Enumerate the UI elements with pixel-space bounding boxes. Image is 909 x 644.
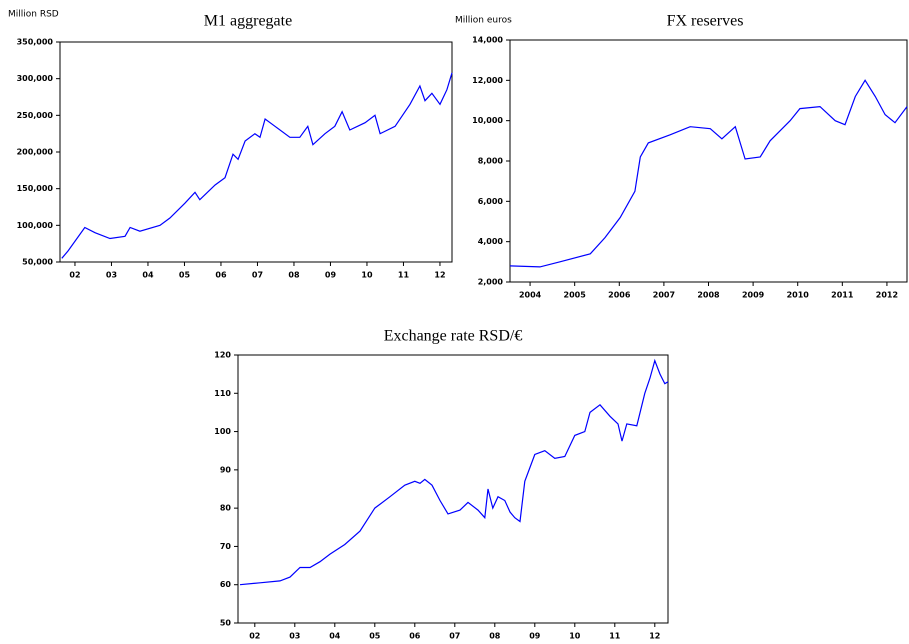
x-tick-label: 11 <box>398 271 410 280</box>
x-tick-label: 06 <box>409 632 421 641</box>
y-tick-label: 10,000 <box>472 116 503 125</box>
x-tick-label: 08 <box>489 632 501 641</box>
y-tick-label: 14,000 <box>472 36 503 45</box>
x-tick-label: 2009 <box>742 291 765 300</box>
plot-frame <box>237 354 669 624</box>
x-tick-label: 11 <box>609 632 621 641</box>
x-tick-label: 07 <box>449 632 460 641</box>
y-tick-label: 120 <box>214 351 231 360</box>
y-tick-label: 6,000 <box>478 197 504 206</box>
y-tick-label: 70 <box>220 542 232 551</box>
y-tick-label: 50 <box>220 619 232 628</box>
y-tick-label: 250,000 <box>17 111 54 120</box>
x-tick-label: 04 <box>142 271 154 280</box>
x-tick-label: 08 <box>288 271 300 280</box>
y-tick-label: 100,000 <box>17 221 54 230</box>
y-tick-label: 110 <box>214 389 231 398</box>
x-tick-label: 06 <box>215 271 227 280</box>
x-tick-label: 10 <box>361 271 373 280</box>
x-tick-label: 03 <box>106 271 117 280</box>
x-tick-label: 02 <box>249 632 260 641</box>
x-tick-label: 05 <box>369 632 381 641</box>
y-tick-label: 12,000 <box>472 76 503 85</box>
y-axis-label: Million RSD <box>8 10 59 20</box>
x-tick-label: 05 <box>179 271 191 280</box>
data-line <box>239 358 669 586</box>
x-tick-label: 02 <box>69 271 80 280</box>
x-tick-label: 12 <box>434 271 445 280</box>
y-tick-label: 8,000 <box>478 157 504 166</box>
data-line <box>509 79 908 268</box>
chart-title: FX reserves <box>667 13 744 30</box>
x-tick-label: 12 <box>649 632 660 641</box>
y-tick-label: 90 <box>220 465 232 474</box>
x-tick-label: 07 <box>252 271 263 280</box>
x-tick-label: 2004 <box>519 291 542 300</box>
chart-title: Exchange rate RSD/€ <box>384 328 523 345</box>
x-tick-label: 2007 <box>653 291 675 300</box>
y-tick-label: 150,000 <box>17 184 54 193</box>
y-tick-label: 2,000 <box>478 278 504 287</box>
y-tick-label: 100 <box>214 427 231 436</box>
data-line <box>61 72 453 259</box>
x-tick-label: 2010 <box>787 291 810 300</box>
x-tick-label: 04 <box>329 632 341 641</box>
x-tick-label: 10 <box>569 632 581 641</box>
x-tick-label: 2011 <box>831 291 854 300</box>
x-tick-label: 2012 <box>876 291 898 300</box>
x-tick-label: 2005 <box>564 291 587 300</box>
y-axis-label: Million euros <box>455 16 512 26</box>
x-tick-label: 2006 <box>608 291 631 300</box>
y-tick-label: 200,000 <box>17 148 54 157</box>
y-tick-label: 80 <box>220 504 232 513</box>
y-tick-label: 60 <box>220 580 232 589</box>
x-tick-label: 2008 <box>697 291 720 300</box>
chart-title: M1 aggregate <box>204 13 292 30</box>
x-tick-label: 09 <box>529 632 541 641</box>
y-tick-label: 350,000 <box>17 38 54 47</box>
x-tick-label: 03 <box>289 632 300 641</box>
y-tick-label: 300,000 <box>17 74 54 83</box>
y-tick-label: 4,000 <box>478 237 504 246</box>
x-tick-label: 09 <box>325 271 337 280</box>
y-tick-label: 50,000 <box>22 258 53 267</box>
